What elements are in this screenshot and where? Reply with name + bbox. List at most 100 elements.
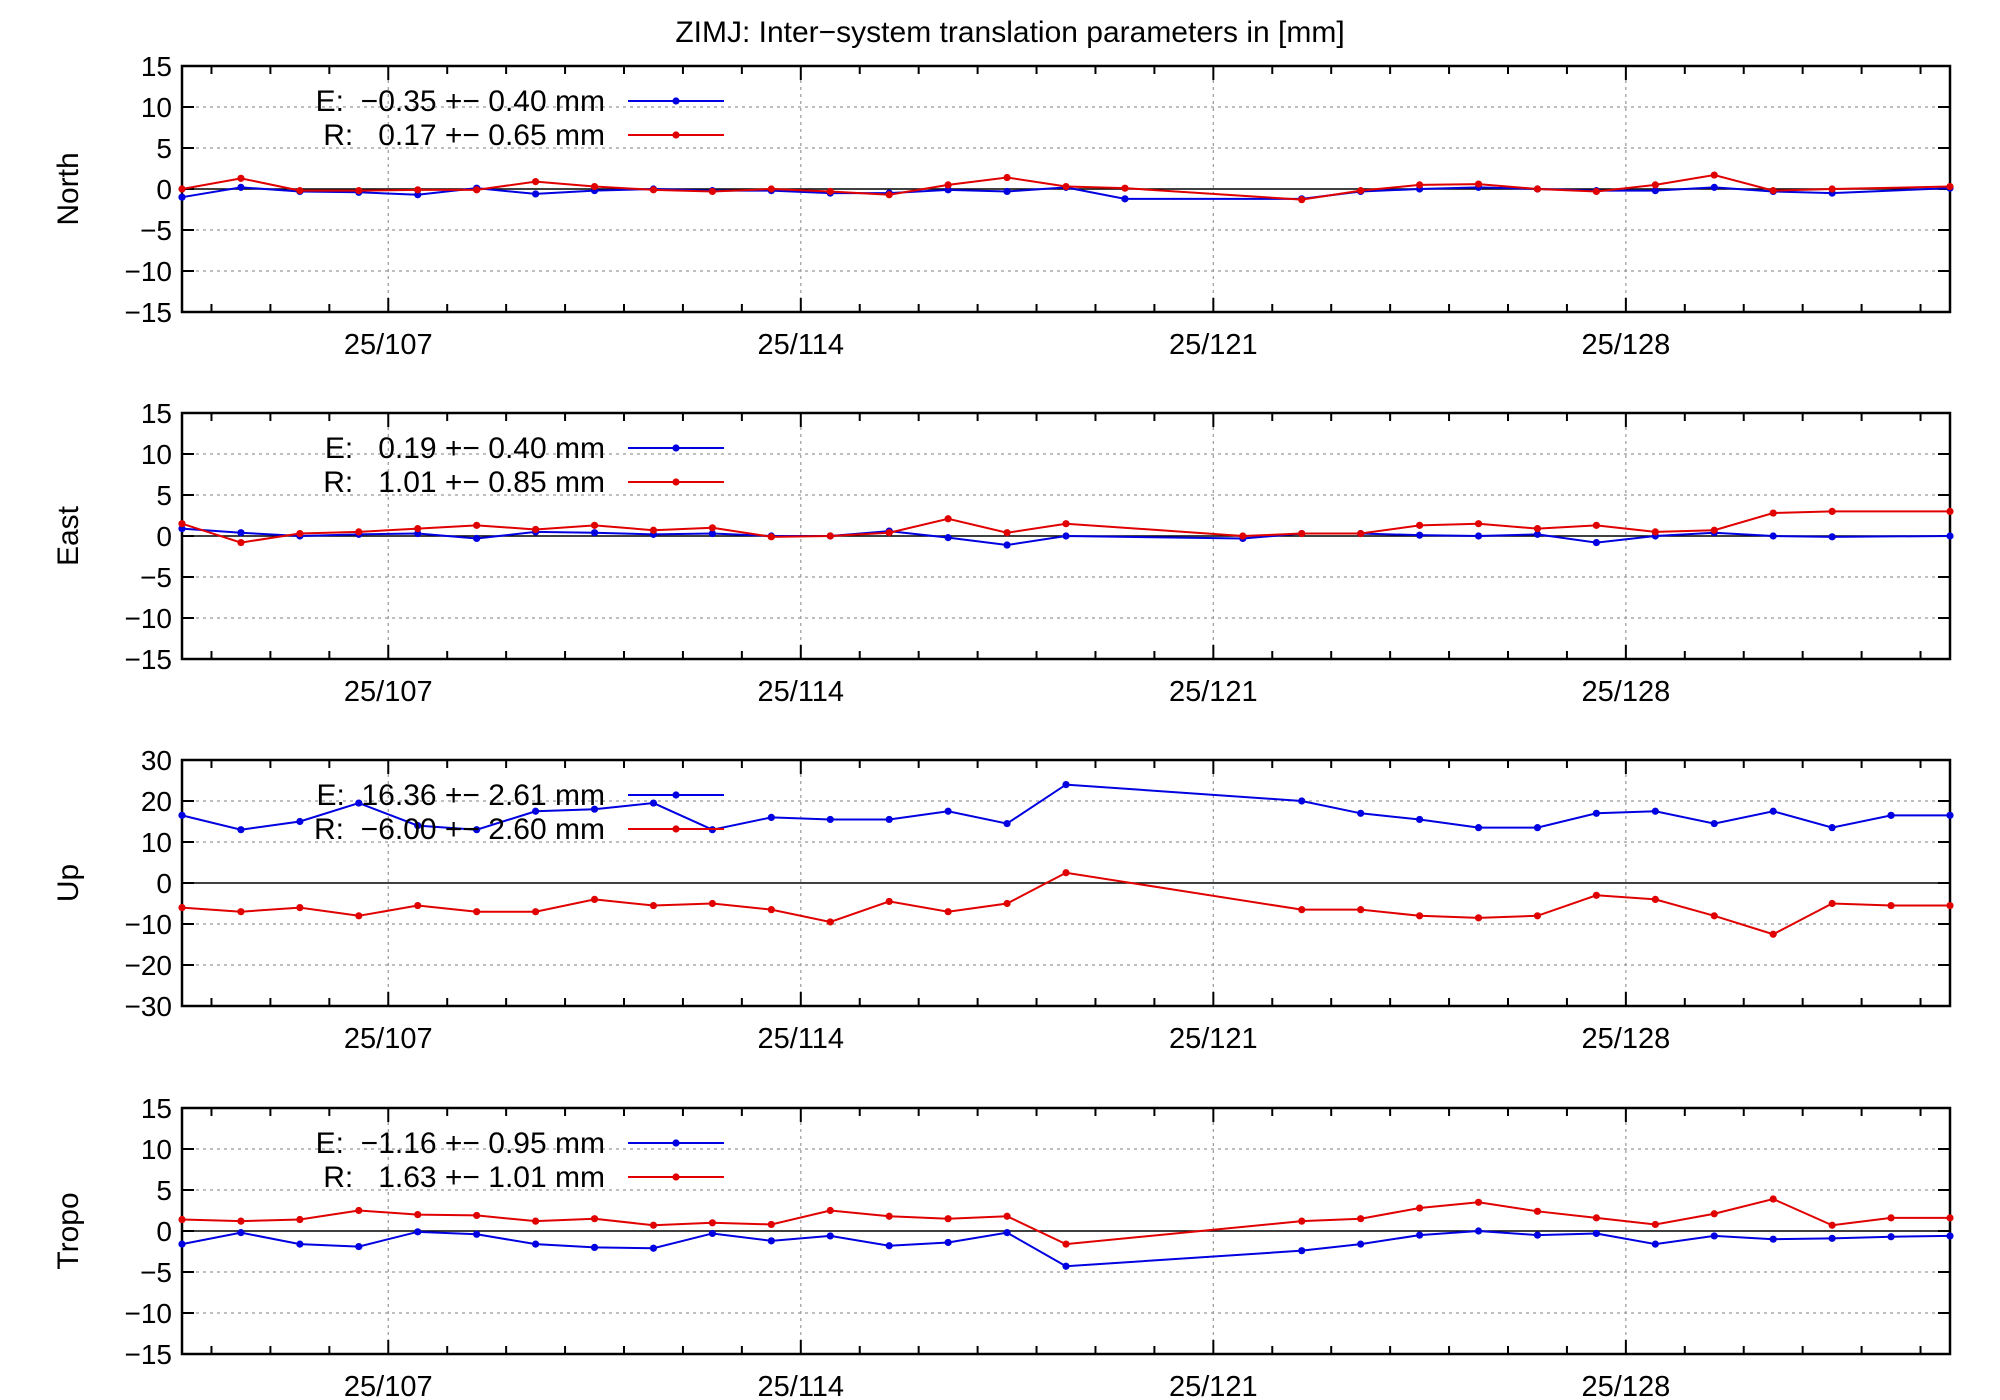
data-point-E <box>414 1228 422 1236</box>
data-point-R <box>355 528 363 536</box>
data-point-E <box>1946 1232 1954 1240</box>
x-tick-label: 25/107 <box>344 329 433 361</box>
y-tick-label: 5 <box>156 133 172 164</box>
data-point-R <box>649 526 658 534</box>
data-point-E <box>532 190 540 198</box>
y-tick-label: 0 <box>156 1216 172 1247</box>
legend-label-R: R: 1.01 +− 0.85 mm <box>323 466 605 499</box>
data-point-R <box>355 187 363 195</box>
y-tick-label: −5 <box>140 562 172 593</box>
data-point-R <box>1474 520 1483 528</box>
data-point-R <box>1592 187 1600 196</box>
y-axis-label: Up <box>52 864 85 902</box>
data-point-R <box>414 1211 422 1219</box>
data-point-R <box>590 1215 599 1223</box>
x-tick-label: 25/128 <box>1582 329 1671 361</box>
data-point-E <box>1769 807 1777 815</box>
y-tick-label: 15 <box>141 398 172 429</box>
data-point-E <box>1651 807 1659 815</box>
data-point-E <box>944 807 952 815</box>
data-point-R <box>1592 1214 1600 1222</box>
legend-marker-E <box>672 444 680 452</box>
data-point-R <box>1769 509 1777 517</box>
data-point-R <box>649 186 658 194</box>
data-point-R <box>1298 906 1306 914</box>
y-tick-label: 10 <box>141 92 172 123</box>
data-point-R <box>1357 187 1365 195</box>
data-point-R <box>1651 528 1659 536</box>
data-point-R <box>826 187 834 196</box>
data-point-E <box>1474 824 1483 832</box>
data-point-E <box>767 813 775 822</box>
chart-title: ZIMJ: Inter−system translation parameter… <box>675 16 1344 49</box>
data-point-R <box>1592 891 1600 899</box>
data-point-E <box>826 815 834 824</box>
series-line-E <box>181 186 1951 200</box>
legend-marker-R <box>672 478 680 486</box>
data-point-E <box>590 1243 599 1251</box>
data-point-R <box>1828 1221 1836 1229</box>
data-point-E <box>1769 532 1777 540</box>
data-point-E <box>1887 811 1895 819</box>
data-point-R <box>1062 869 1070 877</box>
data-point-E <box>1710 1232 1718 1240</box>
data-point-R <box>708 1219 717 1227</box>
data-point-E <box>237 183 245 191</box>
data-point-E <box>1357 809 1365 817</box>
data-point-E <box>1710 183 1718 191</box>
data-point-E <box>1533 824 1542 832</box>
data-point-E <box>1592 538 1600 547</box>
data-point-E <box>237 529 245 537</box>
data-point-E <box>649 1244 658 1252</box>
data-point-R <box>1651 1220 1659 1229</box>
legend-label-R: R: 1.63 +− 1.01 mm <box>323 1161 605 1194</box>
series-line-E <box>181 1229 1951 1268</box>
data-point-R <box>178 520 186 528</box>
y-tick-label: −30 <box>125 991 173 1022</box>
data-point-R <box>767 185 775 193</box>
panel-tropo: −15 −10 −5 0 5 10 15 25/107 25/114 25/121 25/128 Tr… <box>52 1093 1954 1400</box>
data-point-R <box>1887 901 1895 910</box>
y-tick-label: 15 <box>141 51 172 82</box>
data-point-E <box>178 525 186 533</box>
x-tick-label: 25/128 <box>1582 1023 1671 1055</box>
data-point-R <box>1651 181 1659 189</box>
x-tick-label: 25/121 <box>1169 1023 1258 1055</box>
data-point-R <box>826 1206 834 1215</box>
data-point-E <box>532 1240 540 1248</box>
data-point-E <box>1474 532 1483 540</box>
data-point-R <box>1003 529 1011 537</box>
data-point-R <box>944 908 952 916</box>
y-tick-label: −15 <box>125 297 173 328</box>
data-point-R <box>708 524 717 532</box>
data-point-E <box>1710 819 1718 828</box>
data-point-R <box>944 1215 952 1223</box>
data-point-E <box>1533 1231 1542 1239</box>
y-tick-label: −20 <box>125 950 173 981</box>
data-point-R <box>885 191 893 199</box>
data-point-R <box>1416 912 1424 920</box>
x-tick-label: 25/107 <box>344 1023 433 1055</box>
y-tick-label: 10 <box>141 827 172 858</box>
panels: −15 −10 −5 0 5 10 15 25/107 25/114 25/121 25/128 No… <box>52 51 1954 1400</box>
data-point-R <box>767 1220 775 1229</box>
data-point-R <box>1239 532 1247 540</box>
data-point-R <box>1416 521 1424 529</box>
data-point-R <box>1298 196 1306 204</box>
data-point-E <box>178 1240 186 1248</box>
data-point-R <box>826 532 834 540</box>
data-point-E <box>944 1238 952 1247</box>
data-point-E <box>1416 1231 1424 1239</box>
data-point-E <box>708 1229 717 1238</box>
y-tick-label: −10 <box>125 1298 173 1329</box>
legend-marker-R <box>672 825 680 833</box>
data-point-R <box>826 918 834 926</box>
data-point-R <box>1298 529 1306 538</box>
data-point-R <box>1003 173 1011 182</box>
data-point-R <box>708 187 717 196</box>
data-point-R <box>1946 1214 1954 1222</box>
x-tick-label: 25/128 <box>1582 676 1671 708</box>
x-tick-label: 25/107 <box>344 1371 433 1400</box>
data-point-R <box>1474 1198 1483 1206</box>
